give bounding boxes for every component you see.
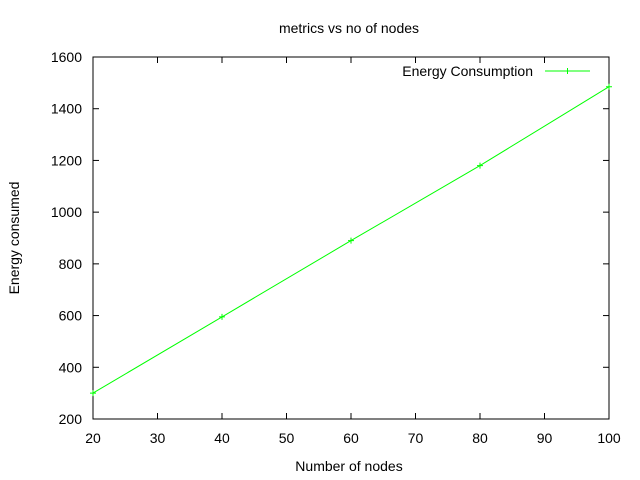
x-tick-label: 30 <box>150 430 166 446</box>
x-axis-label: Number of nodes <box>295 458 402 474</box>
y-tick-label: 800 <box>59 256 83 272</box>
data-point-marker <box>606 83 612 90</box>
y-tick-label: 1200 <box>51 152 82 168</box>
y-tick-label: 400 <box>59 359 83 375</box>
series-layer <box>90 83 612 397</box>
x-tick-label: 100 <box>597 430 621 446</box>
data-point-marker <box>477 162 483 169</box>
y-axis-ticks: 200 400 600 800 1000 1200 1400 1600 <box>51 49 609 427</box>
x-tick-label: 40 <box>214 430 230 446</box>
x-tick-label: 50 <box>279 430 295 446</box>
x-tick-label: 20 <box>85 430 101 446</box>
y-tick-label: 1000 <box>51 204 82 220</box>
chart-title: metrics vs no of nodes <box>279 20 419 36</box>
y-tick-label: 1400 <box>51 101 82 117</box>
x-tick-label: 60 <box>343 430 359 446</box>
y-tick-label: 600 <box>59 308 83 324</box>
data-point-marker <box>348 237 354 244</box>
x-tick-label: 70 <box>408 430 424 446</box>
data-point-marker <box>90 390 96 397</box>
y-axis-label: Energy consumed <box>6 182 22 295</box>
x-tick-label: 80 <box>472 430 488 446</box>
legend-marker <box>564 68 571 74</box>
x-axis-ticks: 20 30 40 50 60 70 80 90 100 <box>85 57 621 446</box>
x-tick-label: 90 <box>537 430 553 446</box>
y-tick-label: 200 <box>59 411 83 427</box>
data-point-marker <box>219 313 225 320</box>
legend-marker-plus <box>564 68 571 74</box>
legend-label: Energy Consumption <box>402 63 533 79</box>
legend: Energy Consumption <box>402 63 590 79</box>
y-tick-label: 1600 <box>51 49 82 65</box>
